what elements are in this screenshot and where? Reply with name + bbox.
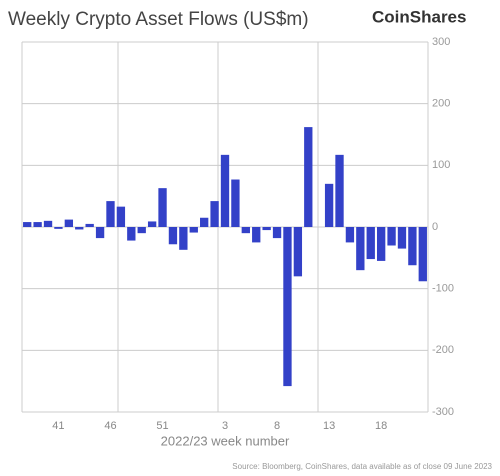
bar (95, 227, 105, 239)
chart-title: Weekly Crypto Asset Flows (US$m) (8, 9, 309, 30)
bar (106, 201, 115, 227)
bar (335, 154, 344, 227)
bar (324, 183, 334, 227)
y-tick-label: 100 (432, 159, 450, 171)
bar (231, 179, 240, 227)
bar (262, 227, 271, 231)
bar (304, 127, 313, 227)
bar (23, 222, 32, 227)
y-tick-label: 200 (432, 98, 450, 110)
x-tick-label: 13 (323, 420, 335, 432)
x-tick-label: 46 (104, 420, 116, 432)
bar (418, 227, 427, 282)
bar (147, 221, 157, 227)
bar (210, 201, 219, 227)
x-axis-label: 2022/23 week number (161, 433, 290, 448)
y-tick-label: -100 (432, 283, 454, 295)
bar (345, 227, 355, 243)
bar (168, 227, 178, 245)
bar (252, 227, 261, 243)
bar (376, 227, 386, 261)
bar (127, 227, 136, 241)
bar (43, 220, 53, 227)
x-tick-label: 3 (222, 420, 228, 432)
bar (272, 227, 282, 239)
bar (158, 188, 167, 227)
y-tick-label: 300 (432, 36, 450, 48)
bar (64, 219, 74, 227)
bar (75, 227, 84, 230)
bar (179, 227, 188, 250)
bar (241, 227, 250, 234)
y-tick-label: -300 (432, 406, 454, 418)
y-tick-label: -200 (432, 344, 454, 356)
brand: CoinShares (372, 7, 466, 26)
bar (189, 227, 198, 233)
bar (116, 206, 126, 227)
bar (397, 227, 407, 249)
x-tick-label: 18 (375, 420, 387, 432)
x-tick-label: 8 (274, 420, 280, 432)
source: Source: Bloomberg, CoinShares, data avai… (232, 462, 492, 471)
x-tick-label: 51 (156, 420, 168, 432)
bar (387, 227, 396, 246)
bar (85, 223, 94, 227)
bar (366, 227, 375, 260)
bar (356, 227, 365, 271)
bar (33, 222, 42, 227)
bar (283, 227, 292, 387)
y-tick-label: 0 (432, 221, 438, 233)
bar (293, 227, 303, 277)
bar (220, 154, 230, 227)
bar (408, 227, 417, 266)
x-tick-label: 41 (52, 420, 64, 432)
bar (200, 217, 209, 227)
bar (54, 227, 63, 229)
bar (137, 227, 146, 234)
